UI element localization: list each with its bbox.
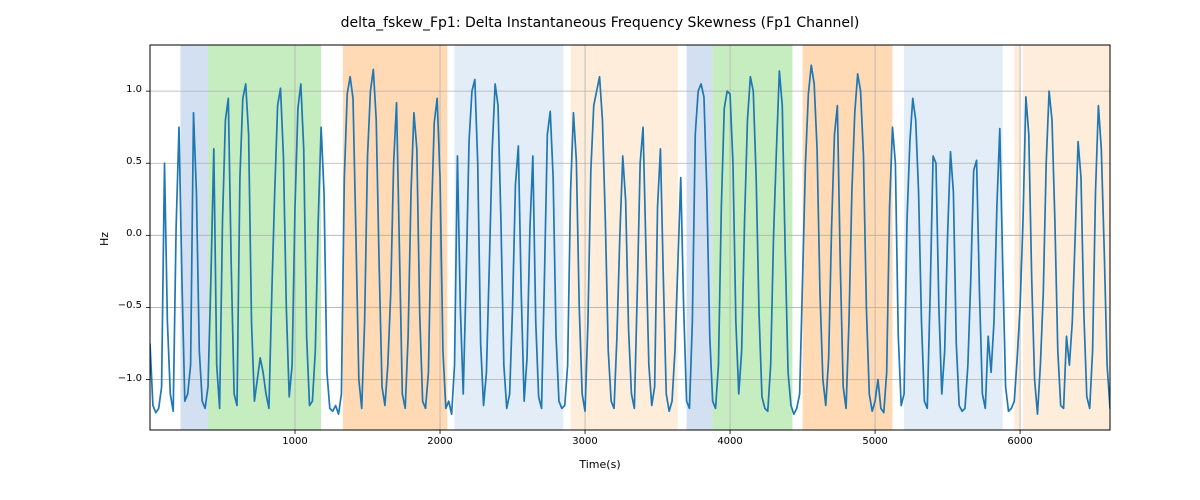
shaded-band <box>1014 45 1020 430</box>
xtick-label: 1000 <box>280 436 310 447</box>
ytick-label: 0.5 <box>126 156 142 167</box>
ytick-label: −0.5 <box>118 300 142 311</box>
ytick-label: −1.0 <box>118 373 142 384</box>
ytick-label: 0.0 <box>126 228 142 239</box>
chart-container: delta_fskew_Fp1: Delta Instantaneous Fre… <box>0 0 1200 500</box>
shaded-band <box>208 45 321 430</box>
xtick-label: 5000 <box>860 436 890 447</box>
xtick-label: 4000 <box>715 436 745 447</box>
xtick-label: 3000 <box>570 436 600 447</box>
xtick-label: 2000 <box>425 436 455 447</box>
shaded-band <box>1023 45 1110 430</box>
ytick-label: 1.0 <box>126 84 142 95</box>
xtick-label: 6000 <box>1005 436 1035 447</box>
plot-area <box>0 0 1200 500</box>
